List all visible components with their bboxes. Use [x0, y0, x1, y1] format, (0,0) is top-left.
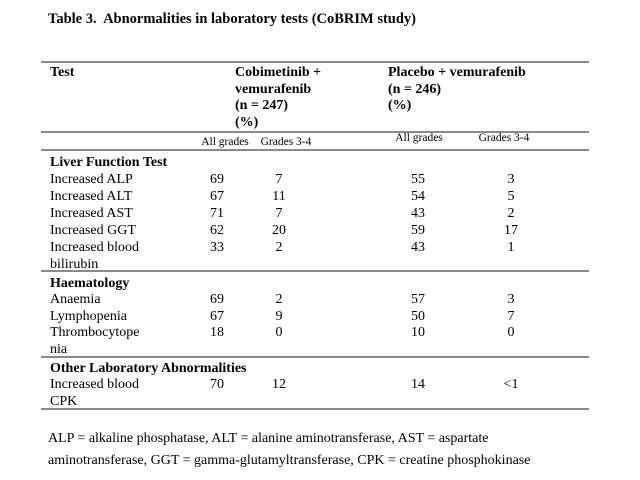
row-label-continued: bilirubin: [50, 257, 99, 272]
table-row: Increased GGT 62 20 59 17: [0, 222, 640, 239]
cell-value: 67: [210, 309, 224, 324]
group1-header-line1: Cobimetinib +: [235, 65, 322, 80]
section-header-row: Haematology: [0, 275, 640, 292]
cell-value: 59: [411, 223, 425, 238]
table-row: Lymphopenia 67 9 50 7: [0, 308, 640, 325]
table-row: Thrombocytope 18 0 10 0: [0, 324, 640, 341]
cell-value: 0: [507, 325, 515, 340]
column-group-header-placebo: Placebo + vemurafenib (n = 246) (%): [388, 65, 526, 115]
cell-value: 5: [507, 189, 515, 204]
table-row: Increased blood 70 12 14 <1: [0, 376, 640, 393]
cell-value: 43: [411, 240, 425, 255]
cell-value: 18: [210, 325, 224, 340]
group2-header-line1: Placebo + vemurafenib: [388, 65, 526, 80]
row-label: Lymphopenia: [50, 309, 127, 324]
row-label-continued: CPK: [50, 394, 78, 409]
cell-value: 12: [272, 377, 286, 392]
table-row-label-wrap: nia: [0, 341, 640, 358]
table-row-label-wrap: bilirubin: [0, 256, 640, 273]
cell-value: 70: [210, 377, 224, 392]
row-label: Increased blood: [50, 377, 140, 392]
cell-value: <1: [503, 377, 519, 392]
group2-header-line3: (%): [388, 98, 412, 113]
cell-value: 2: [275, 240, 283, 255]
abbreviations-footnote: ALP = alkaline phosphatase, ALT = alanin…: [48, 428, 530, 472]
cell-value: 7: [275, 172, 283, 187]
row-label: Increased ALT: [50, 189, 133, 204]
table-row: Increased blood 33 2 43 1: [0, 239, 640, 256]
row-label: Increased blood: [50, 240, 140, 255]
table-title: Table 3. Abnormalities in laboratory tes…: [48, 11, 417, 27]
cell-value: 0: [275, 325, 283, 340]
cell-value: 3: [507, 172, 515, 187]
cell-value: 43: [411, 206, 425, 221]
section-header-row: Other Laboratory Abnormalities: [0, 360, 640, 377]
cell-value: 54: [411, 189, 425, 204]
row-label: Increased GGT: [50, 223, 136, 238]
table-row: Anaemia 69 2 57 3: [0, 291, 640, 308]
table-row: Increased ALT 67 11 54 5: [0, 188, 640, 205]
row-label: Increased AST: [50, 206, 133, 221]
group2-header-line2: (n = 246): [388, 81, 442, 97]
table-row: Increased ALP 69 7 55 3: [0, 171, 640, 188]
cell-value: 71: [210, 206, 224, 221]
cell-value: 33: [210, 240, 224, 255]
cell-value: 7: [275, 206, 283, 221]
subheader-group2-grades-3-4: Grades 3-4: [478, 132, 530, 144]
column-group-header-cobimetinib: Cobimetinib + vemurafenib (n = 247) (%): [235, 65, 321, 131]
table-bottom-rule: [41, 408, 589, 410]
group1-header-line2: vemurafenib: [235, 81, 312, 97]
cell-value: 55: [411, 172, 425, 187]
footnote-line2: aminotransferase, GGT = gamma-glutamyltr…: [48, 453, 531, 468]
header-bottom-rule: [41, 131, 589, 133]
cell-value: 20: [272, 223, 286, 238]
section-header-row: Liver Function Test: [0, 154, 640, 171]
cell-value: 11: [272, 189, 286, 204]
column-header-test: Test: [50, 65, 75, 80]
section-divider-rule-2: [41, 356, 589, 358]
cell-value: 10: [411, 325, 425, 340]
cell-value: 2: [507, 206, 515, 221]
group1-header-line4: (%): [235, 114, 259, 130]
row-label: Thrombocytope: [50, 325, 140, 340]
table-row-label-wrap: CPK: [0, 393, 640, 410]
section-title: Haematology: [50, 276, 130, 291]
cell-value: 7: [507, 309, 515, 324]
cell-value: 17: [504, 223, 518, 238]
footnote-line1: ALP = alkaline phosphatase, ALT = alanin…: [48, 431, 489, 446]
row-label-continued: nia: [50, 342, 68, 357]
row-label: Anaemia: [50, 292, 101, 307]
cell-value: 50: [411, 309, 425, 324]
subheader-group2-all-grades: All grades: [395, 132, 443, 144]
cell-value: 67: [210, 189, 224, 204]
subheader-group1-all-grades: All grades: [201, 136, 249, 148]
cell-value: 69: [210, 292, 224, 307]
group1-header-line3: (n = 247): [235, 98, 289, 113]
subheader-group1-grades-3-4: Grades 3-4: [260, 136, 312, 148]
cell-value: 9: [275, 309, 283, 324]
section-divider-rule-1: [41, 270, 589, 272]
table-top-rule: [41, 61, 589, 63]
cell-value: 57: [411, 292, 425, 307]
cell-value: 69: [210, 172, 224, 187]
subheader-bottom-rule: [41, 149, 589, 151]
cell-value: 62: [210, 223, 224, 238]
section-title: Other Laboratory Abnormalities: [50, 361, 247, 376]
cell-value: 3: [507, 292, 515, 307]
table-row: Increased AST 71 7 43 2: [0, 205, 640, 222]
section-title: Liver Function Test: [50, 155, 168, 170]
cell-value: 2: [275, 292, 283, 307]
cell-value: 14: [411, 377, 425, 392]
cell-value: 1: [507, 240, 515, 255]
row-label: Increased ALP: [50, 172, 133, 187]
